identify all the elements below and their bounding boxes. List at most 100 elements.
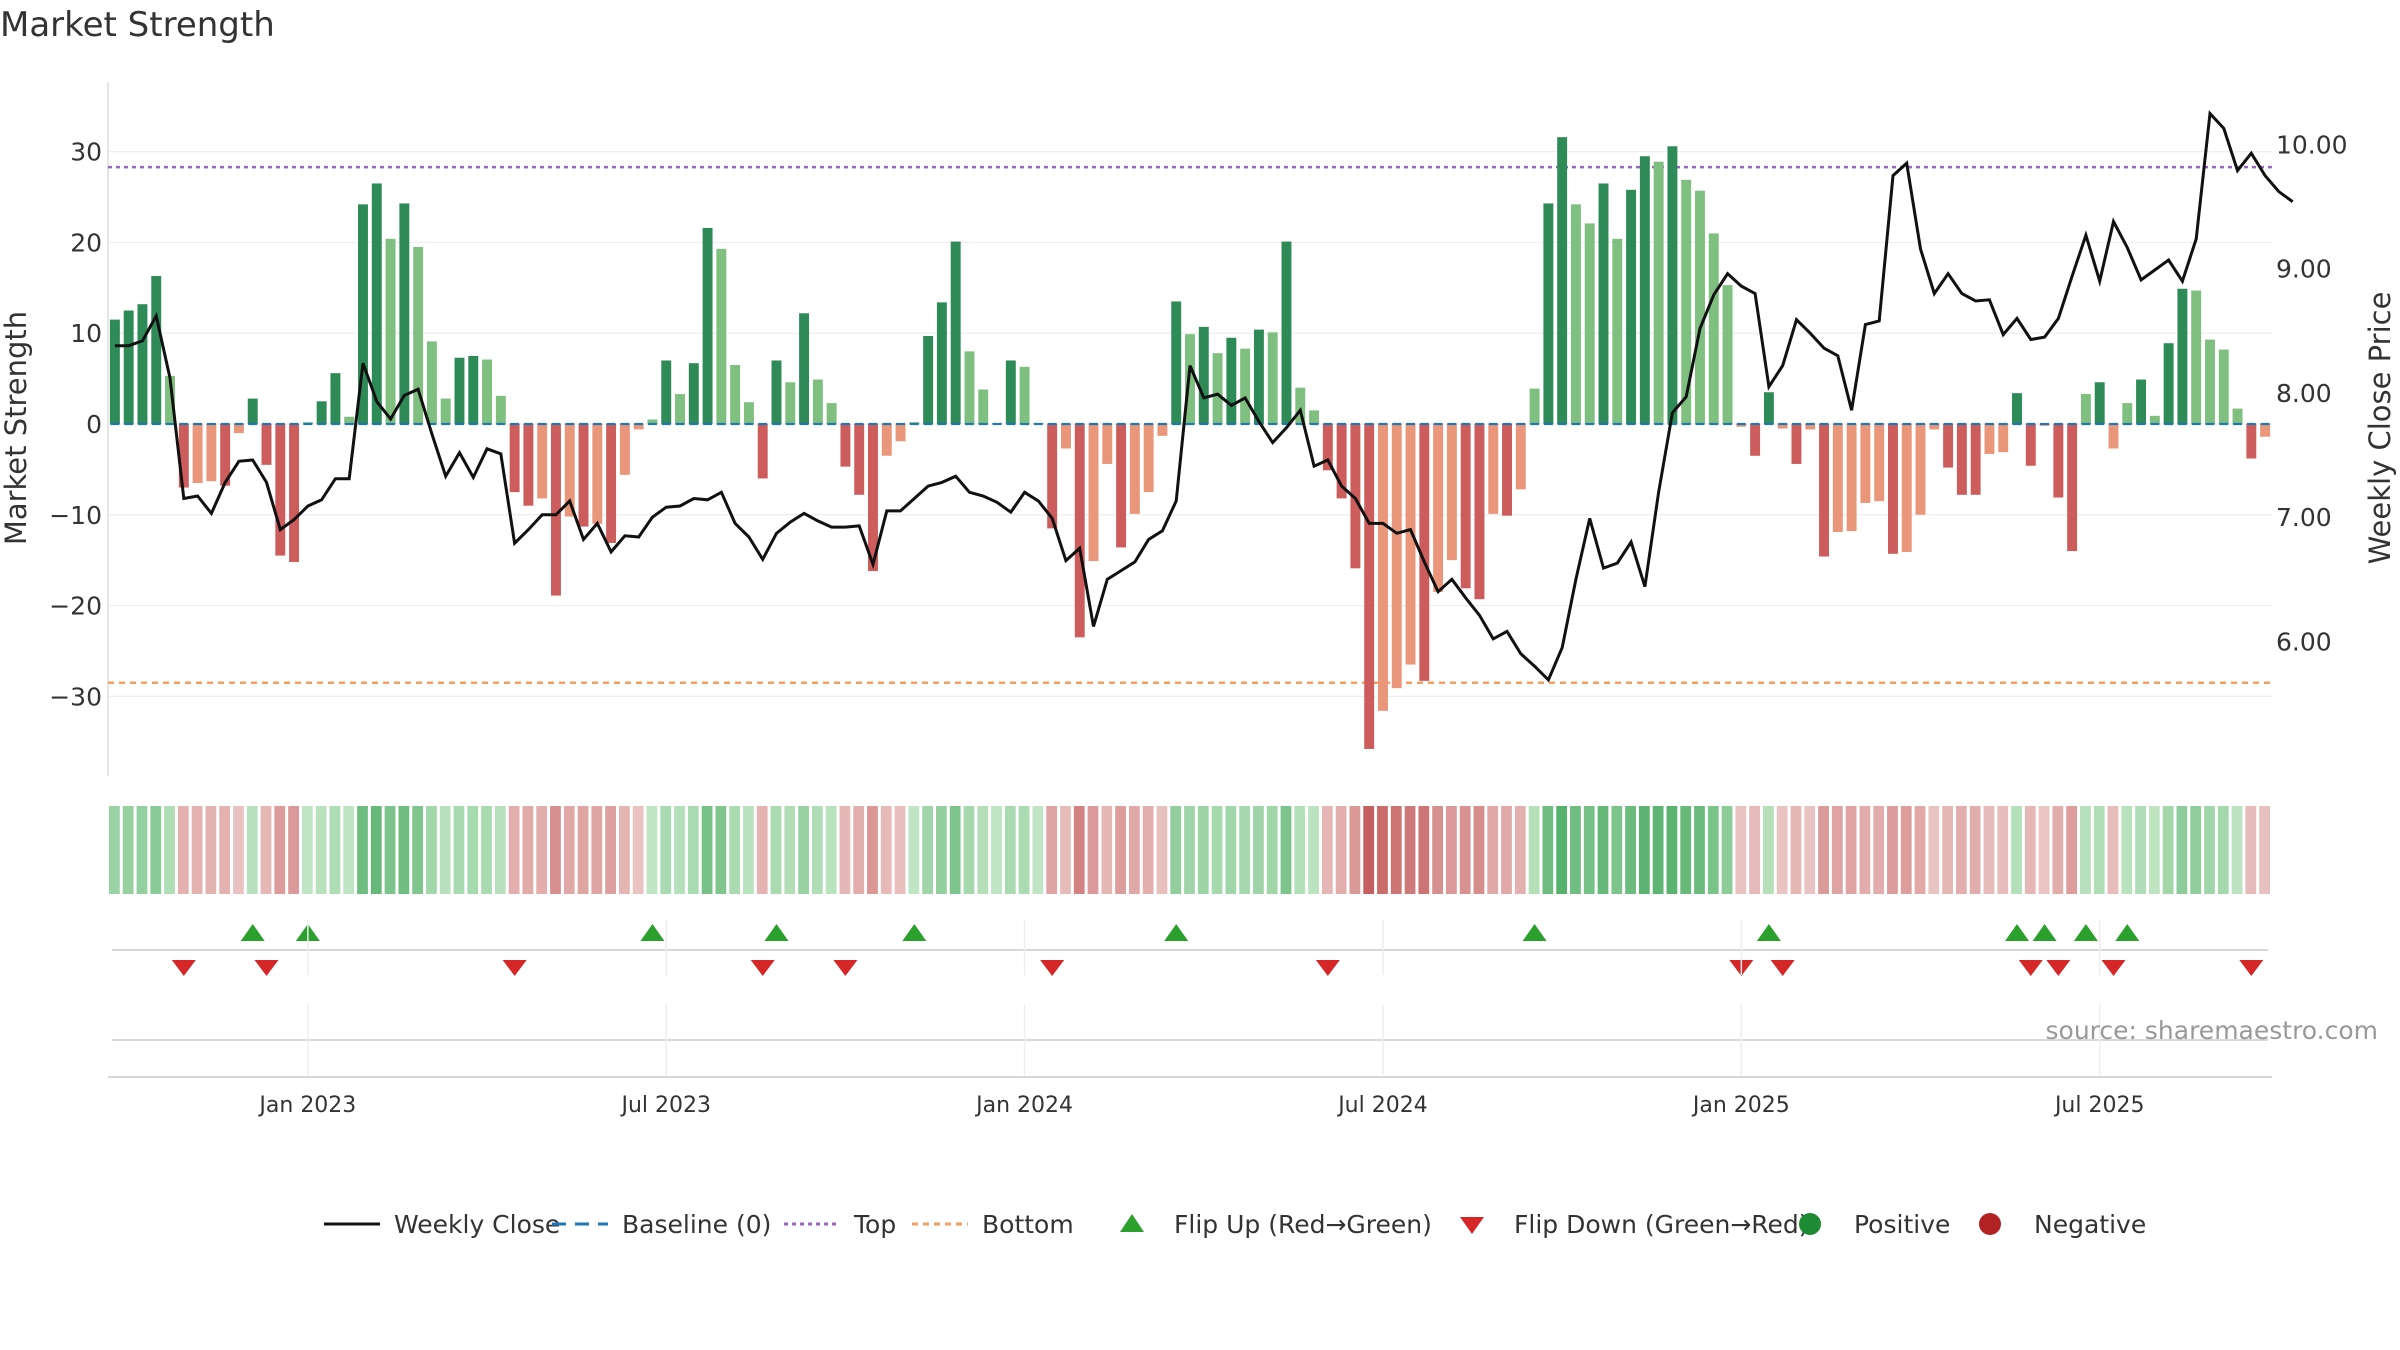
positive-bar: [1763, 392, 1774, 424]
negative-bar: [1901, 424, 1912, 552]
heat-cell: [1859, 806, 1871, 894]
strength-heat-strip: [109, 806, 2270, 894]
right-tick-label: 6.00: [2276, 627, 2332, 656]
heat-cell: [494, 806, 506, 894]
x-tick-label: Jan 2025: [1691, 1093, 1790, 1118]
heat-cell: [1749, 806, 1761, 894]
negative-bar: [1157, 424, 1168, 436]
negative-bar: [1116, 424, 1127, 548]
negative-bar: [1488, 424, 1499, 514]
heat-cell: [1514, 806, 1526, 894]
heat-cell: [2259, 806, 2270, 894]
heat-cell: [191, 806, 203, 894]
heat-cell: [977, 806, 989, 894]
legend-label: Positive: [1854, 1210, 1950, 1239]
negative-bar: [1143, 424, 1154, 493]
flip-up-marker: [2073, 924, 2098, 941]
heat-cell: [122, 806, 134, 894]
heat-cell: [936, 806, 947, 894]
negative-bar: [275, 424, 286, 556]
heat-cell: [233, 806, 244, 894]
heat-cell: [1390, 806, 1402, 894]
heat-cell: [674, 806, 685, 894]
x-tick-label: Jan 2024: [974, 1093, 1073, 1118]
left-tick-label: 20: [70, 228, 102, 257]
positive-bar: [1226, 337, 1237, 424]
negative-bar: [220, 424, 231, 486]
heat-cell: [908, 806, 920, 894]
heat-cell: [329, 806, 341, 894]
negative-bar: [261, 424, 272, 465]
heat-cell: [439, 806, 451, 894]
legend-item: Top: [784, 1210, 896, 1239]
heat-cell: [743, 806, 754, 894]
negative-bar: [206, 424, 217, 482]
x-tick-label: Jan 2023: [257, 1093, 356, 1118]
heat-cell: [1831, 806, 1843, 894]
positive-bar: [771, 360, 782, 424]
x-tick-label: Jul 2025: [2053, 1093, 2145, 1118]
heat-cell: [1335, 806, 1347, 894]
heat-cell: [1818, 806, 1829, 894]
heat-cell: [1887, 806, 1898, 894]
legend-item: Positive: [1799, 1210, 1950, 1239]
heat-cell: [839, 806, 851, 894]
positive-bar: [964, 351, 975, 424]
heat-cell: [1955, 806, 1967, 894]
heat-cell: [1142, 806, 1154, 894]
heat-cell: [1735, 806, 1747, 894]
x-tick-label: Jul 2024: [1336, 1093, 1428, 1118]
heat-cell: [481, 806, 492, 894]
negative-bar: [1350, 424, 1361, 569]
heat-cell: [729, 806, 741, 894]
positive-bar: [950, 241, 961, 424]
legend-label: Baseline (0): [622, 1210, 771, 1239]
heat-cell: [1900, 806, 1912, 894]
positive-bar: [2191, 290, 2202, 424]
heat-cell: [1128, 806, 1140, 894]
heat-cell: [577, 806, 589, 894]
positive-bar: [1667, 146, 1678, 424]
heat-cell: [536, 806, 548, 894]
heat-cell: [398, 806, 410, 894]
heat-cell: [991, 806, 1002, 894]
positive-bar: [1529, 388, 1540, 424]
negative-bar: [1984, 424, 1995, 454]
heat-cell: [963, 806, 975, 894]
heat-cell: [660, 806, 672, 894]
heat-cell: [825, 806, 837, 894]
heat-cell: [1211, 806, 1223, 894]
heat-cell: [756, 806, 768, 894]
legend-label: Bottom: [982, 1210, 1074, 1239]
legend-swatch: [1799, 1213, 1821, 1235]
flip-down-marker: [1040, 960, 1065, 976]
heat-cell: [357, 806, 368, 894]
heat-cell: [1032, 806, 1044, 894]
chart-title: Market Strength: [0, 5, 275, 45]
positive-bar: [1253, 329, 1264, 424]
heat-cell: [1694, 806, 1705, 894]
positive-bar: [2136, 379, 2147, 424]
heat-cell: [687, 806, 699, 894]
x-tick-label: Jul 2023: [619, 1093, 711, 1118]
legend-item: Flip Up (Red→Green): [1120, 1210, 1432, 1239]
negative-bar: [2067, 424, 2078, 552]
negative-bar: [2260, 424, 2271, 437]
heat-cell: [136, 806, 148, 894]
negative-bar: [881, 424, 892, 456]
negative-bar: [592, 424, 603, 524]
negative-bar: [564, 424, 575, 517]
negative-bar: [1405, 424, 1416, 665]
positive-bar: [151, 276, 162, 424]
negative-bar: [1832, 424, 1843, 533]
positive-bar: [358, 204, 368, 424]
positive-bar: [812, 379, 823, 424]
negative-bar: [1929, 424, 1940, 430]
flip-up-marker: [2005, 924, 2030, 941]
heat-cell: [618, 806, 630, 894]
positive-bar: [1612, 238, 1623, 424]
heat-cell: [2245, 806, 2257, 894]
heat-cell: [219, 806, 231, 894]
positive-bar: [799, 313, 810, 424]
y-axis-label-left: Market Strength: [0, 311, 33, 545]
